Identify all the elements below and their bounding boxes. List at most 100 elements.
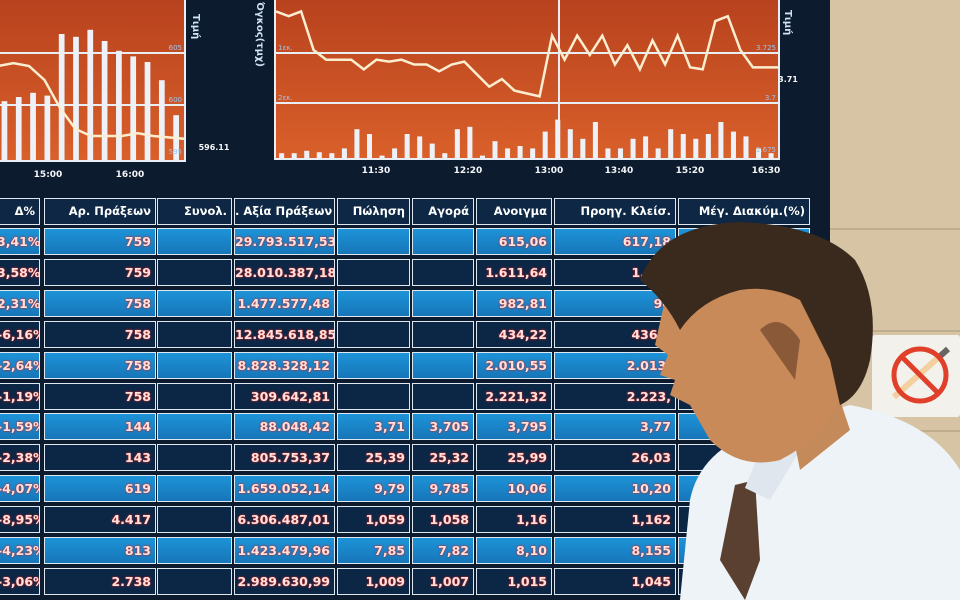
table-cell: 619 [44,475,156,503]
volume-bar [291,153,297,158]
table-cell: 1,007 [412,567,474,595]
volume-bar [130,56,137,160]
volume-bar [392,148,398,158]
table-cell: 3,41% [0,228,40,255]
volume-bar [354,129,360,158]
table-cell: 1,045 [554,567,676,595]
table-cell: -4,23% [0,537,40,564]
table-cell: 1.611,64 [476,258,552,286]
volume-bar [158,80,165,160]
price-line [0,61,184,141]
table-cell: -8,95% [0,506,40,534]
table-cell: 2.738 [44,567,156,595]
column-header: Ανοιγμα [476,198,552,225]
volume-bar [680,134,686,158]
column-header: Αρ. Πράξεων [44,198,156,225]
scale-label: 3.725 [755,44,776,52]
volume-bar [492,141,498,158]
volume-bar [756,148,762,158]
volume-bar [705,134,711,158]
volume-bar [605,148,611,158]
table-cell: 1.477.577,48 [234,289,335,317]
axis-label: Τιμή [190,14,201,40]
volume-bar [116,50,122,160]
volume-bar [341,148,347,158]
no-smoking-sign [872,335,960,417]
time-tick: 15:20 [675,166,705,176]
volume-bar [44,95,51,160]
table-cell: 309.642,81 [234,382,335,410]
table-cell: 2.989.630,99 [234,567,335,595]
scale-label: 1εκ. [278,44,293,52]
table-cell [157,413,232,441]
time-tick: 15:00 [33,170,63,180]
volume-bar [87,29,94,160]
table-cell [157,537,232,564]
table-cell [157,506,232,534]
table-cell [337,351,410,379]
table-cell [412,258,474,286]
volume-bar [643,136,649,158]
column-header: Συνολ. [157,198,232,225]
time-tick: 12:20 [453,166,483,176]
volume-bar [316,152,322,158]
table-cell: 1.659.052,14 [234,475,335,503]
table-cell: 4.417 [44,506,156,534]
table-cell: 2.013, [554,351,676,379]
table-cell [412,228,474,255]
table-cell: 758 [44,289,156,317]
volume-bar [668,129,674,158]
volume-bar [30,92,36,160]
volume-bar [454,129,460,158]
volume-bar [329,153,335,158]
table-cell: 6.306.487,01 [234,506,335,534]
column-header: Αγορά [412,198,474,225]
volume-bar [580,138,586,158]
table-cell: 1,058 [412,506,474,534]
table-cell [157,567,232,595]
no-smoking-icon [891,346,951,404]
volume-bar [730,131,736,158]
volume-bar [555,119,561,158]
table-cell: 143 [44,444,156,472]
volume-bar [417,136,423,158]
volume-bar [1,101,8,160]
volume-bar [567,129,573,158]
volume-bar [743,136,749,158]
volume-bar [592,122,598,158]
scale-label: 595 [168,148,182,156]
table-cell [412,382,474,410]
time-tick: 16:30 [751,166,781,176]
table-cell: 805.753,37 [234,444,335,472]
volume-bar [768,153,774,158]
table-cell [337,228,410,255]
table-cell [337,382,410,410]
table-cell: -1,19% [0,382,40,410]
volume-bar [630,138,636,158]
volume-bar [15,97,22,160]
table-cell: 1,015 [476,567,552,595]
table-cell: 3,77 [554,413,676,441]
table-cell: 2,31% [0,289,40,317]
axis-label: Τιμή [782,10,793,36]
volume-bar [58,34,65,160]
last-value: 596.11 [198,143,230,152]
table-cell: 1.423.479,96 [234,537,335,564]
table-cell: -2,38% [0,444,40,472]
price-line [276,9,778,98]
volume-bar [505,148,511,158]
volume-bar [379,155,385,158]
axis-label: Όγκος(τμχ) [254,2,265,67]
volume-bar [655,148,661,158]
table-cell [157,258,232,286]
table-cell: -3,06% [0,567,40,595]
table-cell [412,289,474,317]
table-cell: 25,99 [476,444,552,472]
table-cell [157,289,232,317]
volume-bar [101,41,108,160]
table-cell [157,382,232,410]
scale-label: 600 [168,96,182,104]
table-cell: -2,64% [0,351,40,379]
time-tick: 13:00 [534,166,564,176]
table-cell: 617,18 [554,228,676,255]
